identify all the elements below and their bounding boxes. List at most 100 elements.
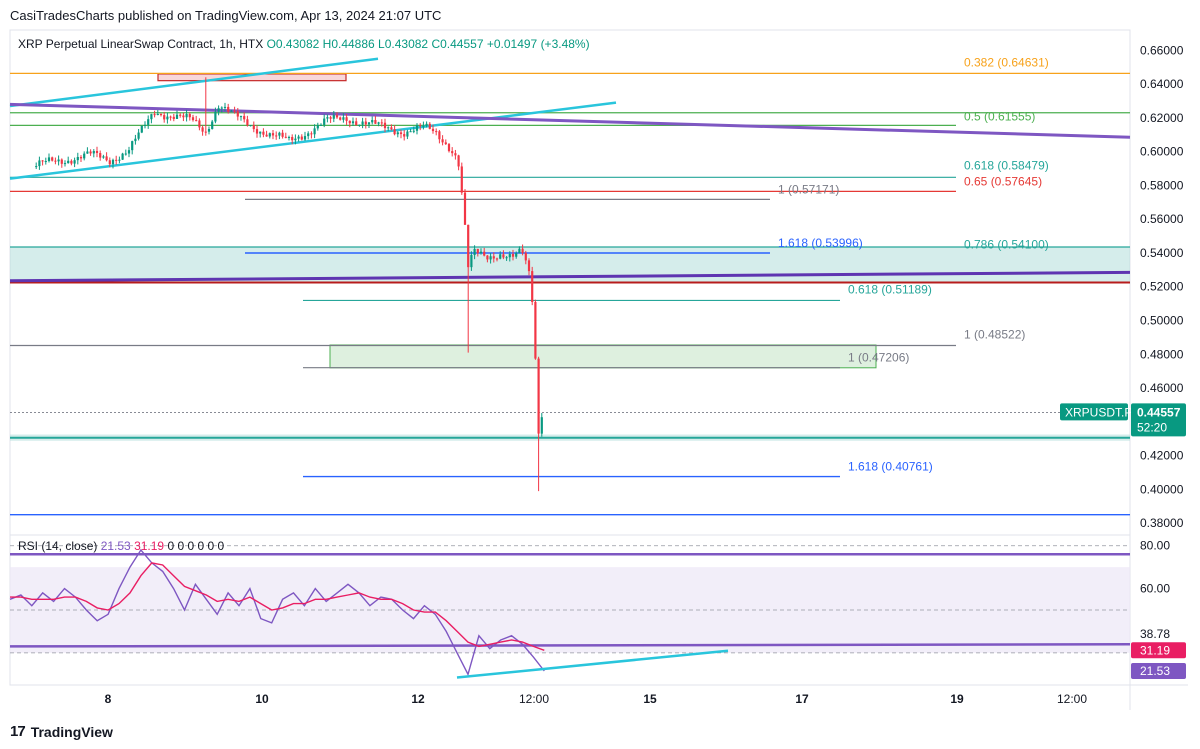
candle-body [531, 271, 534, 302]
candle-body [534, 301, 537, 359]
candle-body [108, 160, 111, 165]
rsi-divergence-trendline [456, 649, 729, 679]
candle-body [316, 125, 319, 129]
candle-body [310, 133, 313, 135]
candle-body [380, 122, 383, 124]
candle-body [198, 120, 201, 128]
rsi-extra-values: 0 0 0 0 0 0 [167, 539, 225, 553]
candle-body [287, 137, 291, 139]
candle-body [246, 119, 249, 126]
candle-body [467, 224, 470, 268]
candle-body [35, 166, 38, 168]
candle-body [377, 122, 380, 124]
candle-body [137, 132, 140, 139]
time-tick-label: 12 [411, 692, 425, 706]
rsi-ma-value: 31.19 [134, 539, 165, 553]
price-tick-label: 0.62000 [1140, 111, 1184, 125]
candle-body [508, 254, 511, 258]
candle-body [134, 138, 137, 142]
candle-body [73, 160, 76, 164]
channel-lower-trendline [9, 101, 617, 180]
candle-body [479, 251, 483, 254]
price-tick-label: 0.52000 [1140, 280, 1184, 294]
ohlc-open: O0.43082 [266, 37, 320, 51]
candle-body [102, 156, 105, 158]
candle-body [159, 113, 163, 116]
purple-resistance-trendline [9, 102, 1131, 139]
published-header: CasiTradesCharts published on TradingVie… [10, 8, 442, 23]
candle-body [415, 125, 419, 131]
candle-body [419, 125, 422, 127]
candle-body [67, 160, 70, 164]
candle-body [390, 127, 393, 130]
candle-body [409, 131, 412, 133]
candle-body [515, 253, 518, 257]
candle-body [191, 117, 195, 121]
candle-body [486, 255, 489, 260]
candle-body [326, 117, 329, 119]
price-tick-label: 0.38000 [1140, 516, 1184, 530]
rsi-badge [1131, 663, 1186, 680]
candle-body [223, 106, 227, 108]
candle-body [345, 117, 348, 121]
candle-body [105, 156, 108, 161]
tradingview-footer[interactable]: 17 TradingView [10, 723, 113, 740]
candle-body [153, 114, 156, 116]
candle-body [444, 142, 447, 145]
candle-body [51, 157, 54, 161]
candle-body [265, 134, 268, 137]
fib-level-label: 1 (0.47206) [848, 351, 909, 365]
candle-body [511, 254, 515, 257]
candle-body [127, 150, 131, 154]
candle-body [441, 139, 444, 143]
candle-body [399, 132, 403, 135]
candle-body [505, 257, 508, 259]
candle-body [447, 144, 451, 152]
candle-body [291, 137, 294, 141]
candle-body [332, 115, 335, 119]
candle-body [335, 115, 339, 118]
candle-body [387, 127, 390, 129]
candle-body [38, 160, 41, 167]
tradingview-logo-icon: 17 [10, 723, 26, 740]
fib-level-label: 0.382 (0.64631) [964, 55, 1049, 69]
price-badge-value: 0.44557 [1137, 405, 1181, 419]
candle-body [124, 153, 127, 155]
candle-body [355, 121, 358, 126]
candle-body [214, 111, 217, 122]
candle-body [361, 121, 364, 125]
ohlc-change: +0.01497 (+3.48%) [486, 37, 590, 51]
candle-body [364, 121, 367, 125]
candle-body [499, 254, 502, 259]
candle-body [473, 248, 476, 255]
candle-body [115, 159, 118, 161]
candle-body [268, 133, 271, 137]
candle-body [172, 116, 175, 119]
price-tick-label: 0.46000 [1140, 381, 1184, 395]
candle-body [271, 133, 275, 136]
time-tick-label: 8 [105, 692, 112, 706]
candle-body [495, 258, 499, 260]
candle-body [47, 157, 51, 162]
price-tick-label: 0.50000 [1140, 314, 1184, 328]
candle-body [95, 150, 99, 154]
candle-body [403, 134, 406, 137]
candle-body [79, 156, 83, 159]
candle-body [457, 155, 460, 167]
candle-body [131, 141, 134, 151]
candle-body [348, 120, 351, 124]
candle-body [89, 151, 92, 154]
rsi-ma-badge-value: 31.19 [1140, 643, 1170, 657]
candle-body [249, 125, 252, 127]
candle-body [460, 166, 463, 193]
candle-body [259, 131, 262, 134]
candle-body [406, 131, 409, 137]
candle-body [492, 256, 495, 259]
candle-body [236, 111, 239, 117]
symbol-legend: XRP Perpetual LinearSwap Contract, 1h, H… [18, 37, 590, 51]
candle-body [297, 136, 300, 139]
ohlc-low: L0.43082 [378, 37, 429, 51]
candle-body [367, 122, 371, 125]
